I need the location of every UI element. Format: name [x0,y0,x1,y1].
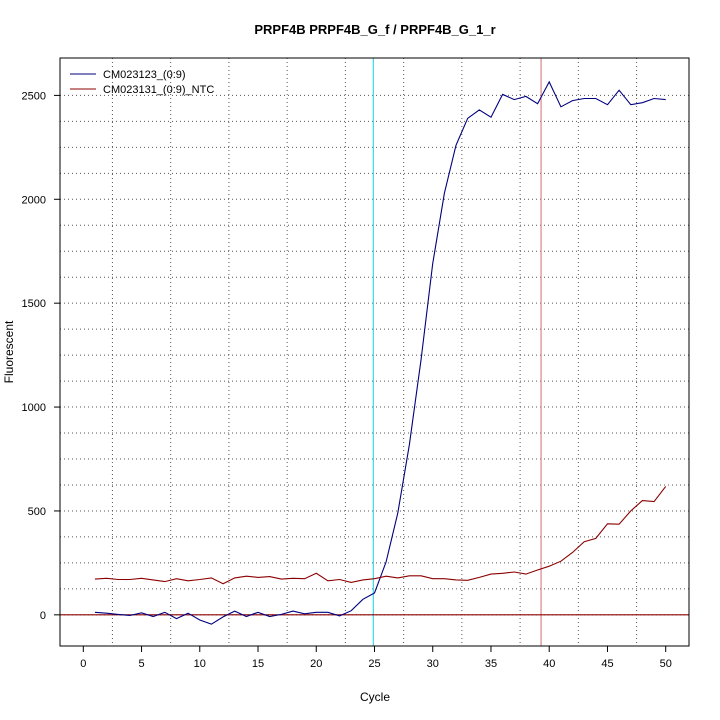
y-tick-label: 0 [40,610,46,622]
x-tick-label: 30 [427,658,439,670]
x-axis: 0 5 10 15 20 25 30 35 40 45 50 [80,645,672,670]
legend: CM023123_(0:9) CM023131_(0:9)_NTC [70,69,214,96]
y-tick-label: 2000 [22,194,46,206]
y-axis: 0 500 1000 1500 2000 2500 [22,90,60,622]
chart-title: PRPF4B PRPF4B_G_f / PRPF4B_G_1_r [254,22,495,37]
x-tick-label: 15 [252,658,264,670]
x-tick-label: 5 [138,658,144,670]
x-tick-label: 0 [80,658,86,670]
reference-lines [60,58,689,646]
x-tick-label: 10 [194,658,206,670]
y-tick-label: 500 [28,506,46,518]
x-tick-label: 20 [310,658,322,670]
y-tick-label: 1500 [22,298,46,310]
y-tick-label: 2500 [22,90,46,102]
y-tick-label: 1000 [22,402,46,414]
grid [60,58,689,646]
x-tick-label: 35 [485,658,497,670]
x-tick-label: 25 [368,658,380,670]
x-tick-label: 50 [660,658,672,670]
x-tick-label: 40 [543,658,555,670]
legend-label-1: CM023123_(0:9) [103,69,186,81]
x-axis-label: Cycle [360,690,390,704]
x-tick-label: 45 [601,658,613,670]
legend-label-2: CM023131_(0:9)_NTC [103,84,214,96]
series-lines [94,80,667,625]
y-axis-label: Fluorescent [2,320,16,383]
series-line-2 [94,486,667,585]
